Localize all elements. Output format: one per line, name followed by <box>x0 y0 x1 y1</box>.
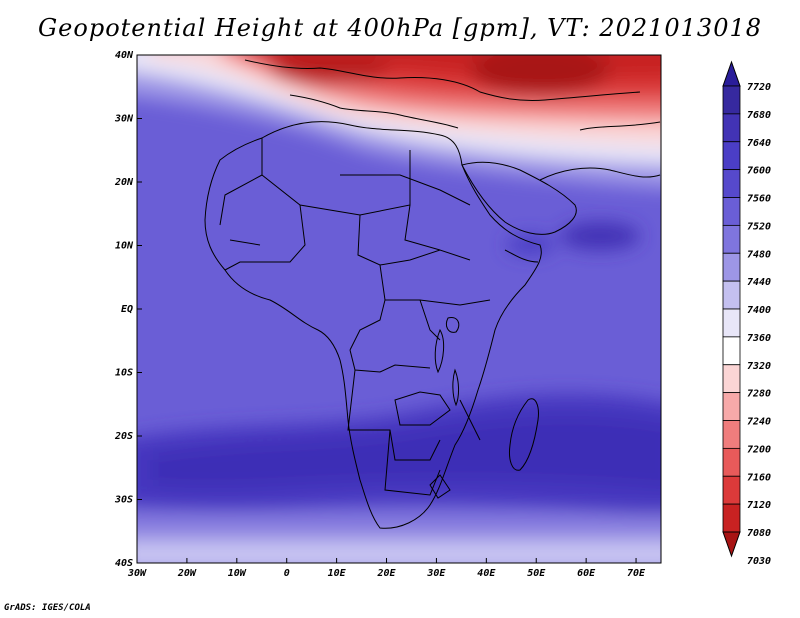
lon-tick-label: 30W <box>127 568 147 579</box>
lon-tick-label: 20W <box>177 568 197 579</box>
colorbar-label: 7480 <box>747 249 771 260</box>
lon-tick-label: 0 <box>284 568 290 579</box>
colorbar-label: 7400 <box>747 305 771 316</box>
colorbar-label: 7600 <box>747 166 771 177</box>
lon-tick-label: 70E <box>627 568 646 579</box>
colorbar-label: 7720 <box>747 82 771 93</box>
colorbar-label: 7160 <box>747 472 771 483</box>
colorbar-label: 7080 <box>747 528 771 539</box>
lon-tick-label: 20E <box>376 568 396 579</box>
colorbar-label: 7640 <box>747 138 771 149</box>
colorbar-swatch <box>722 336 741 366</box>
lat-tick-label: 10S <box>115 368 133 379</box>
lat-tick-label: 40N <box>115 50 134 61</box>
x-axis: 30W 20W 10W 0 10E 20E 30E 40E 50E 60E 70E <box>127 558 646 579</box>
lon-tick-label: 10W <box>228 568 247 579</box>
colorbar: 7720 7680 7640 7600 7560 7520 7480 7440 7400 7360… <box>722 60 771 567</box>
colorbar-arrow-top <box>722 60 741 87</box>
colorbar-label: 7560 <box>747 194 771 205</box>
colorbar-swatch <box>722 392 741 421</box>
colorbar-label: 7200 <box>747 444 771 455</box>
colorbar-swatch <box>722 447 741 477</box>
lat-tick-label: 40S <box>115 558 133 569</box>
lon-tick-label: 60E <box>577 568 596 579</box>
coastlines <box>204 59 661 529</box>
chart-title: Geopotential Height at 400hPa [gpm], VT:… <box>38 14 762 42</box>
colorbar-swatch <box>722 420 741 449</box>
colorbar-swatch <box>722 280 741 310</box>
lon-tick-label: 30E <box>426 568 446 579</box>
colorbar-label: 7440 <box>747 277 771 288</box>
y-axis: 40N 30N 20N 10N EQ 10S 20S 30S 40S <box>114 50 142 569</box>
credit-text: GrADS: IGES/COLA <box>4 603 91 613</box>
colorbar-label: 7520 <box>747 221 771 232</box>
colorbar-label: 7030 <box>747 556 771 567</box>
height-field <box>137 55 661 563</box>
colorbar-swatch <box>722 169 741 198</box>
colorbar-label: 7360 <box>747 333 771 344</box>
colorbar-swatch <box>722 197 741 226</box>
colorbar-swatch <box>722 224 741 254</box>
lon-tick-label: 10E <box>328 568 347 579</box>
colorbar-swatch <box>722 308 741 338</box>
lat-tick-label: 20S <box>114 431 133 442</box>
colorbar-arrow-bottom <box>722 531 741 558</box>
colorbar-label: 7320 <box>747 361 771 372</box>
colorbar-label: 7120 <box>747 500 771 511</box>
lat-tick-label: 30S <box>114 495 133 506</box>
colorbar-swatch <box>722 85 741 115</box>
lat-tick-label: 20N <box>114 177 134 188</box>
colorbar-swatch <box>722 503 741 533</box>
colorbar-swatch <box>722 475 741 505</box>
colorbar-label: 7240 <box>747 417 771 428</box>
lon-tick-label: 40E <box>477 568 496 579</box>
lat-tick-label: 10N <box>115 241 134 252</box>
colorbar-label: 7680 <box>747 110 771 121</box>
colorbar-swatch <box>722 364 741 394</box>
lon-tick-label: 50E <box>527 568 546 579</box>
colorbar-swatch <box>722 252 741 282</box>
colorbar-swatch <box>722 141 741 171</box>
colorbar-label: 7280 <box>747 389 771 400</box>
lat-tick-label: 30N <box>114 114 134 125</box>
colorbar-swatch <box>722 113 741 143</box>
lat-tick-label: EQ <box>121 304 133 315</box>
